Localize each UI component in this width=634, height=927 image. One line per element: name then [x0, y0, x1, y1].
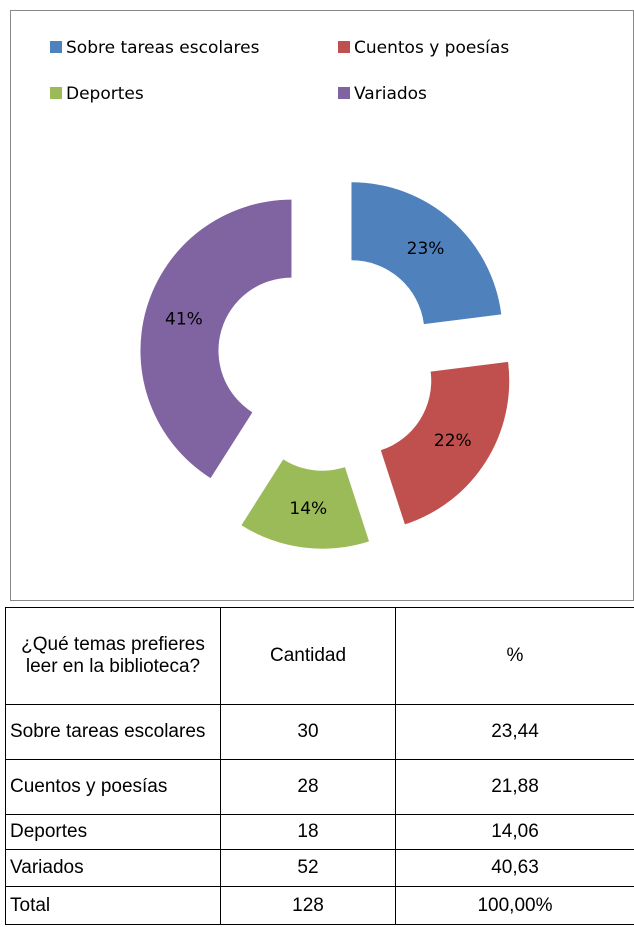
table-cell: Sobre tareas escolares — [5, 704, 221, 760]
data-label: 23% — [407, 239, 445, 259]
table-header: ¿Qué temas prefieres leer en la bibliote… — [5, 607, 634, 705]
table-cell: 128 — [220, 886, 396, 925]
chart: Sobre tareas escolares Cuentos y poesías D… — [10, 10, 634, 601]
data-label: 41% — [165, 309, 203, 329]
table-row: Sobre tareas escolares 30 23,44 — [5, 704, 634, 760]
table-body: Sobre tareas escolares 30 23,44 Cuentos y p… — [5, 704, 634, 925]
legend-label: Sobre tareas escolares — [66, 38, 260, 58]
table-cell: Total — [5, 886, 221, 925]
header-cell: Cantidad — [220, 607, 396, 705]
slice — [140, 199, 292, 479]
table-cell: 100,00% — [395, 886, 634, 925]
legend-swatch — [338, 87, 350, 99]
table-cell: Cuentos y poesías — [5, 759, 221, 815]
table-row: Cuentos y poesías 28 21,88 — [5, 759, 634, 815]
data-table: ¿Qué temas prefieres leer en la bibliote… — [5, 607, 634, 925]
table-cell: 23,44 — [395, 704, 634, 760]
slice — [351, 182, 502, 325]
legend-swatch — [50, 41, 62, 53]
table-row: Deportes 18 14,06 — [5, 814, 634, 850]
data-label: 14% — [289, 499, 327, 519]
table-cell: 14,06 — [395, 814, 634, 850]
table-cell: 30 — [220, 704, 396, 760]
table-row: Total 128 100,00% — [5, 886, 634, 925]
data-label: 22% — [434, 431, 472, 451]
header-cell: % — [395, 607, 634, 705]
table-row: Variados 52 40,63 — [5, 849, 634, 887]
legend-swatch — [50, 87, 62, 99]
table-cell: 52 — [220, 849, 396, 887]
legend-label: Cuentos y poesías — [354, 38, 509, 58]
table-cell: 40,63 — [395, 849, 634, 887]
table-cell: 18 — [220, 814, 396, 850]
table-cell: 21,88 — [395, 759, 634, 815]
header-cell: ¿Qué temas prefieres leer en la bibliote… — [5, 607, 221, 705]
legend-label: Deportes — [66, 84, 144, 104]
slice — [380, 361, 510, 525]
slice — [241, 459, 370, 549]
table-cell: 28 — [220, 759, 396, 815]
legend-label: Variados — [354, 84, 427, 104]
legend-swatch — [338, 41, 350, 53]
table-cell: Deportes — [5, 814, 221, 850]
table-cell: Variados — [5, 849, 221, 887]
